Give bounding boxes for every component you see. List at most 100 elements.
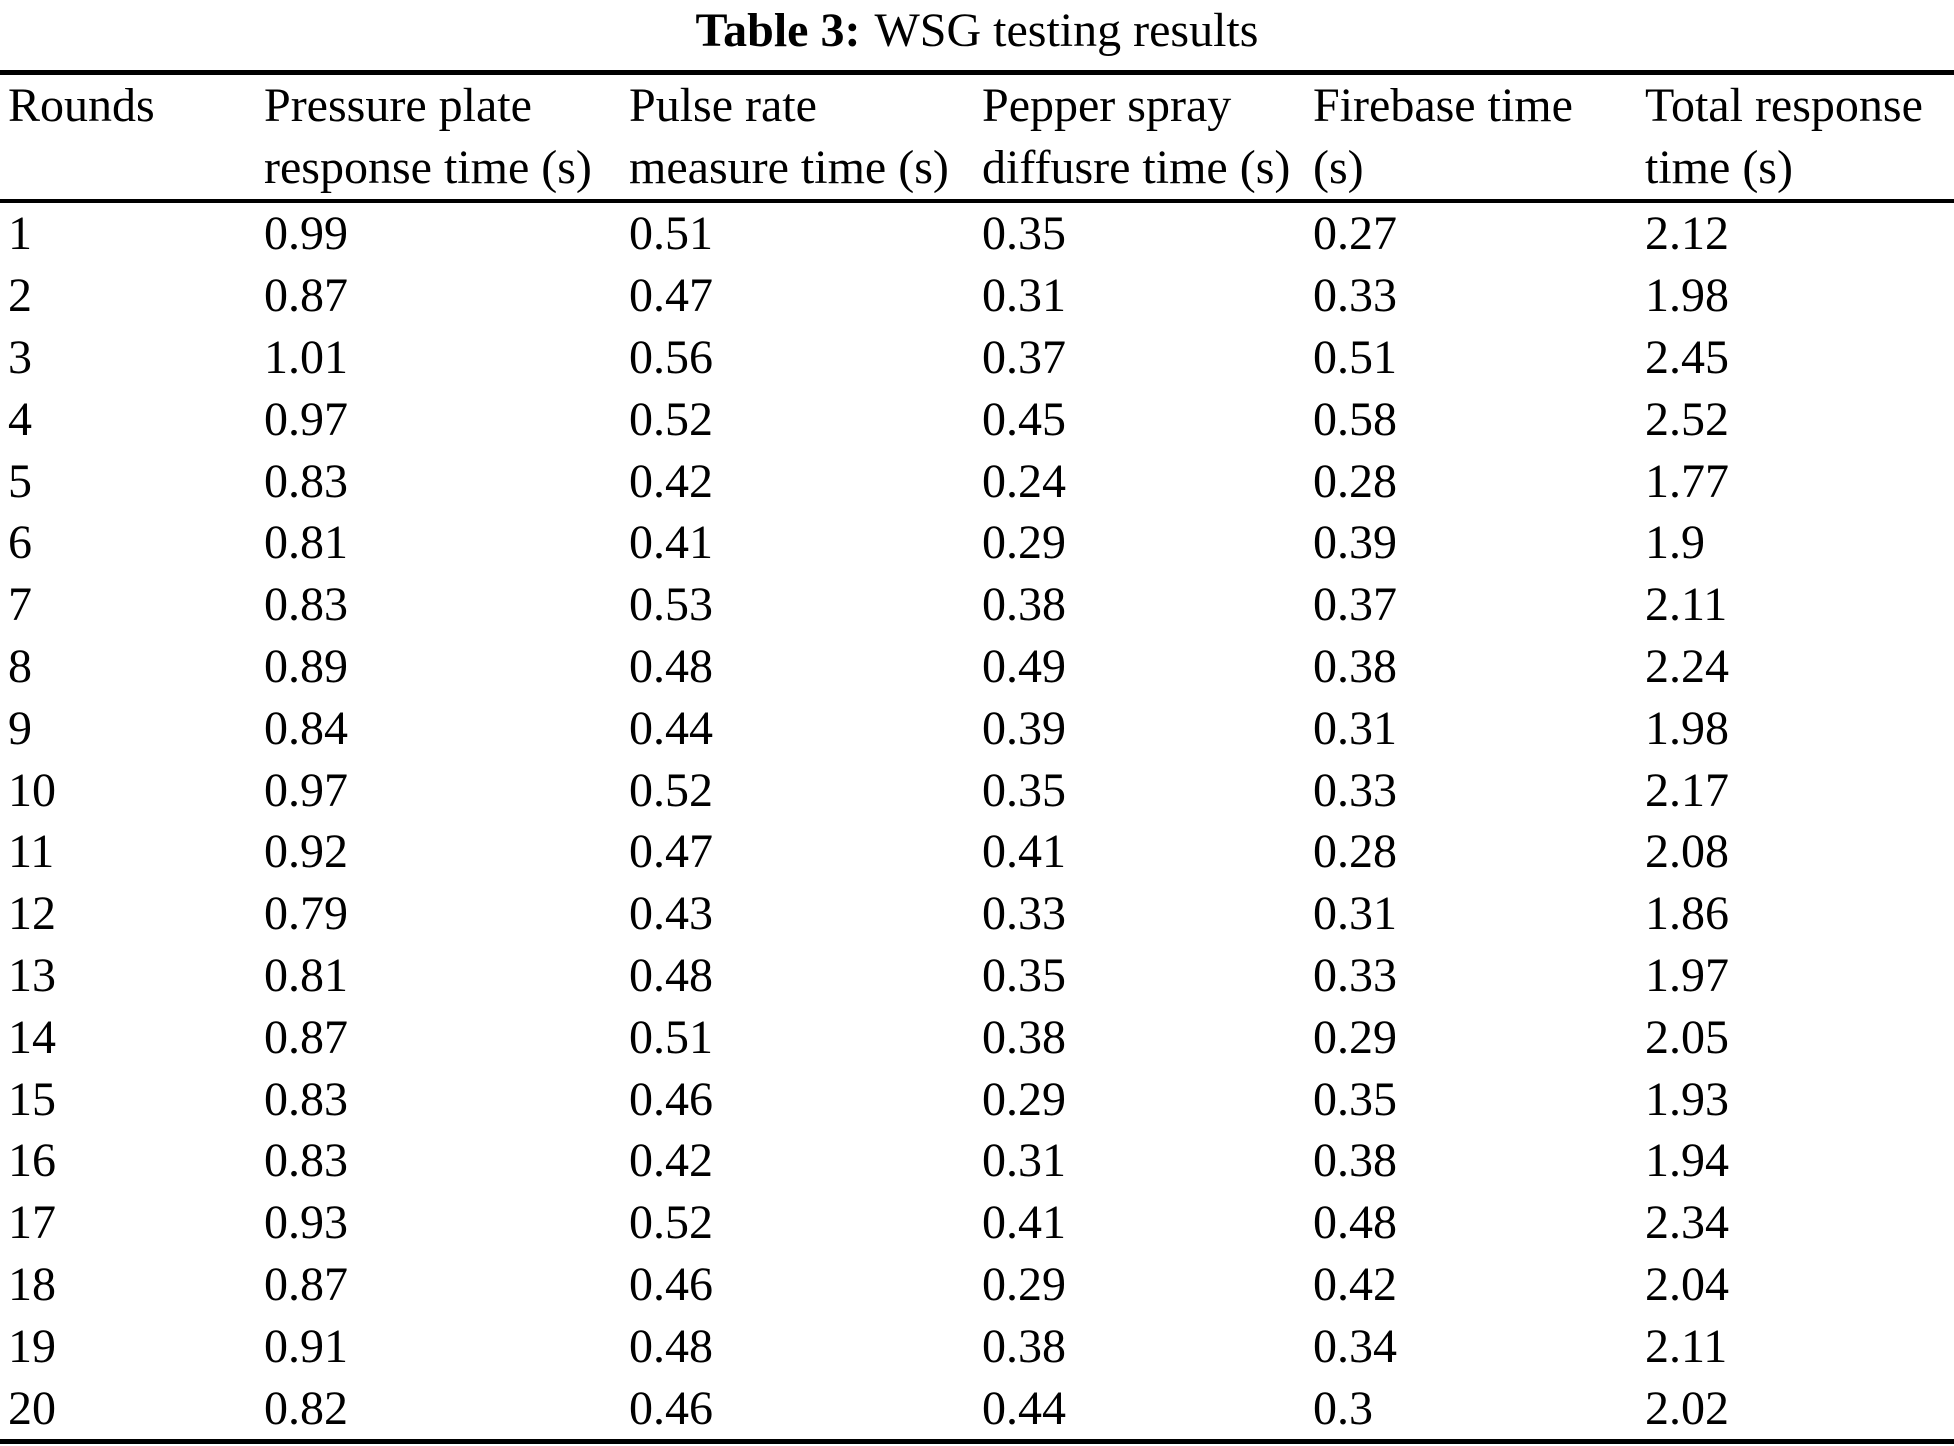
table-row: 9 0.84 0.44 0.39 0.31 1.98	[0, 697, 1954, 759]
table-caption-label: Table 3:	[695, 4, 861, 57]
column-header-line: Pulse rate	[629, 79, 817, 132]
value-cell: 0.87	[264, 1257, 348, 1311]
table-row: 13 0.81 0.48 0.35 0.33 1.97	[0, 945, 1954, 1007]
value-cell: 2.52	[1645, 392, 1729, 446]
value-cell: 0.39	[1313, 516, 1397, 570]
value-cell: 0.38	[982, 578, 1066, 632]
table-row: 4 0.97 0.52 0.45 0.58 2.52	[0, 388, 1954, 450]
value-cell: 0.56	[629, 330, 713, 384]
value-cell: 2.08	[1645, 825, 1729, 879]
column-header-0: Rounds	[0, 73, 264, 202]
round-cell: 9	[8, 701, 32, 755]
value-cell: 0.38	[982, 1319, 1066, 1373]
round-cell: 10	[8, 763, 56, 817]
value-cell: 0.83	[264, 578, 348, 632]
round-cell: 8	[8, 639, 32, 693]
column-header-line: Rounds	[8, 79, 155, 132]
value-cell: 0.29	[982, 1072, 1066, 1126]
value-cell: 2.05	[1645, 1010, 1729, 1064]
value-cell: 0.28	[1313, 825, 1397, 879]
value-cell: 0.45	[982, 392, 1066, 446]
round-cell: 13	[8, 948, 56, 1002]
value-cell: 0.29	[982, 516, 1066, 570]
table-row: 8 0.89 0.48 0.49 0.38 2.24	[0, 636, 1954, 698]
column-header-2: Pulse rate measure time (s)	[629, 73, 982, 202]
value-cell: 0.37	[982, 330, 1066, 384]
value-cell: 0.48	[629, 639, 713, 693]
column-header-line: response time (s)	[264, 141, 592, 194]
value-cell: 1.86	[1645, 887, 1729, 941]
round-cell: 2	[8, 269, 32, 323]
value-cell: 2.24	[1645, 639, 1729, 693]
table-row: 18 0.87 0.46 0.29 0.42 2.04	[0, 1254, 1954, 1316]
value-cell: 0.31	[1313, 887, 1397, 941]
value-cell: 0.37	[1313, 578, 1397, 632]
table-caption: Table 3: WSG testing results	[0, 0, 1954, 62]
value-cell: 1.98	[1645, 701, 1729, 755]
value-cell: 0.29	[1313, 1010, 1397, 1064]
value-cell: 0.28	[1313, 454, 1397, 508]
table-row: 20 0.82 0.46 0.44 0.3 2.02	[0, 1377, 1954, 1441]
round-cell: 16	[8, 1134, 56, 1188]
round-cell: 18	[8, 1257, 56, 1311]
value-cell: 0.46	[629, 1257, 713, 1311]
value-cell: 0.44	[629, 701, 713, 755]
table-body: 1 0.99 0.51 0.35 0.27 2.12 2 0.87 0.47 0.31 0.33 1.…	[0, 201, 1954, 1441]
value-cell: 0.42	[629, 454, 713, 508]
column-header-3: Pepper spray diffusre time (s)	[982, 73, 1313, 202]
value-cell: 0.82	[264, 1381, 348, 1435]
column-header-line: (s)	[1313, 141, 1364, 194]
table-caption-text: WSG testing results	[874, 4, 1259, 57]
value-cell: 0.34	[1313, 1319, 1397, 1373]
value-cell: 0.51	[629, 1010, 713, 1064]
value-cell: 1.93	[1645, 1072, 1729, 1126]
value-cell: 0.38	[982, 1010, 1066, 1064]
value-cell: 2.11	[1645, 1319, 1728, 1373]
column-header-5: Total response time (s)	[1645, 73, 1954, 202]
value-cell: 0.51	[629, 207, 713, 261]
value-cell: 0.33	[1313, 948, 1397, 1002]
value-cell: 0.83	[264, 1134, 348, 1188]
value-cell: 0.93	[264, 1196, 348, 1250]
value-cell: 0.52	[629, 763, 713, 817]
table-row: 10 0.97 0.52 0.35 0.33 2.17	[0, 759, 1954, 821]
round-cell: 4	[8, 392, 32, 446]
table-row: 3 1.01 0.56 0.37 0.51 2.45	[0, 327, 1954, 389]
column-header-4: Firebase time (s)	[1313, 73, 1645, 202]
round-cell: 15	[8, 1072, 56, 1126]
value-cell: 2.45	[1645, 330, 1729, 384]
value-cell: 0.35	[1313, 1072, 1397, 1126]
value-cell: 0.48	[629, 1319, 713, 1373]
value-cell: 2.02	[1645, 1381, 1729, 1435]
value-cell: 0.46	[629, 1072, 713, 1126]
value-cell: 0.35	[982, 207, 1066, 261]
table-row: 17 0.93 0.52 0.41 0.48 2.34	[0, 1192, 1954, 1254]
value-cell: 2.17	[1645, 763, 1729, 817]
value-cell: 0.84	[264, 701, 348, 755]
value-cell: 0.3	[1313, 1381, 1373, 1435]
table-row: 15 0.83 0.46 0.29 0.35 1.93	[0, 1068, 1954, 1130]
value-cell: 1.98	[1645, 269, 1729, 323]
value-cell: 0.81	[264, 516, 348, 570]
round-cell: 3	[8, 330, 32, 384]
value-cell: 0.31	[982, 1134, 1066, 1188]
table-row: 6 0.81 0.41 0.29 0.39 1.9	[0, 512, 1954, 574]
value-cell: 2.04	[1645, 1257, 1729, 1311]
column-header-line: measure time (s)	[629, 141, 949, 194]
value-cell: 1.97	[1645, 948, 1729, 1002]
value-cell: 0.49	[982, 639, 1066, 693]
value-cell: 0.87	[264, 269, 348, 323]
value-cell: 1.94	[1645, 1134, 1729, 1188]
wsg-results-table: Rounds Pressure plate response time (s) Pul…	[0, 70, 1954, 1444]
value-cell: 0.24	[982, 454, 1066, 508]
value-cell: 0.27	[1313, 207, 1397, 261]
round-cell: 6	[8, 516, 32, 570]
value-cell: 1.9	[1645, 516, 1705, 570]
value-cell: 1.77	[1645, 454, 1729, 508]
table-row: 1 0.99 0.51 0.35 0.27 2.12	[0, 201, 1954, 265]
value-cell: 0.31	[1313, 701, 1397, 755]
table-row: 11 0.92 0.47 0.41 0.28 2.08	[0, 821, 1954, 883]
table-row: 12 0.79 0.43 0.33 0.31 1.86	[0, 883, 1954, 945]
table-row: 19 0.91 0.48 0.38 0.34 2.11	[0, 1315, 1954, 1377]
